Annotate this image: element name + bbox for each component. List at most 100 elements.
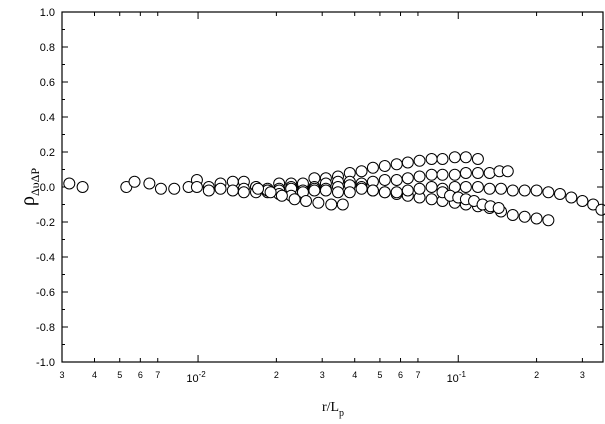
- data-point: [319, 184, 332, 197]
- data-point: [190, 181, 203, 193]
- data-point: [300, 195, 313, 207]
- data-point: [128, 175, 141, 188]
- data-point: [390, 186, 403, 199]
- data-point: [448, 151, 461, 164]
- data-point: [154, 182, 167, 195]
- y-tick-label: -0.6: [36, 287, 55, 299]
- x-minor-tick-label: 6: [398, 370, 403, 380]
- data-points-layer: [63, 151, 605, 227]
- data-point: [413, 182, 426, 195]
- data-point: [343, 186, 356, 199]
- y-tick-label: -0.4: [36, 252, 55, 264]
- data-point: [252, 182, 265, 195]
- data-point: [495, 182, 508, 195]
- x-major-tick-exponent: -1: [459, 370, 467, 379]
- data-point: [506, 209, 519, 221]
- data-point: [576, 195, 589, 207]
- data-point: [226, 184, 239, 197]
- x-minor-tick-label: 7: [415, 370, 420, 380]
- data-series-7: [436, 186, 505, 214]
- y-tick-label: 0.2: [40, 147, 55, 159]
- x-axis-title-main: r/L: [322, 400, 339, 415]
- data-point: [331, 186, 344, 199]
- y-tick-label: -0.2: [36, 217, 55, 229]
- data-point: [483, 167, 496, 179]
- data-point: [518, 210, 531, 223]
- y-axis-title-sub: ΔυΔP: [28, 168, 42, 196]
- data-point: [63, 177, 76, 190]
- data-point: [390, 174, 403, 186]
- data-point: [308, 184, 321, 197]
- data-series-5: [261, 181, 605, 216]
- data-point: [401, 172, 414, 185]
- data-point: [448, 168, 461, 181]
- data-point: [471, 181, 484, 193]
- data-point: [425, 153, 438, 165]
- plot-frame: [61, 11, 604, 363]
- y-tick-label: 0.0: [40, 182, 55, 194]
- y-tick-label: -0.8: [36, 322, 55, 334]
- data-point: [471, 153, 484, 165]
- data-point: [143, 177, 156, 190]
- data-series-6: [252, 182, 349, 211]
- x-minor-tick-label: 5: [117, 370, 122, 380]
- y-tick-label: 0.8: [40, 42, 55, 54]
- y-tick-label: 0.4: [40, 112, 55, 124]
- data-point: [336, 198, 349, 211]
- data-point: [459, 181, 472, 193]
- data-point: [459, 151, 472, 164]
- x-minor-tick-label: 4: [352, 370, 357, 380]
- data-point: [312, 196, 325, 209]
- x-major-tick-base: 10: [186, 373, 198, 385]
- data-point: [518, 184, 531, 197]
- data-point: [501, 165, 514, 178]
- data-point: [366, 161, 379, 174]
- data-point: [390, 158, 403, 171]
- data-point: [168, 182, 181, 195]
- x-major-tick-exponent: -2: [199, 370, 207, 379]
- data-point: [378, 186, 391, 199]
- x-minor-tick-label: 6: [138, 370, 143, 380]
- data-point: [471, 167, 484, 179]
- y-axis-title: ρΔυΔP: [17, 168, 42, 206]
- x-axis-title-sub: p: [339, 408, 344, 419]
- data-point: [355, 182, 368, 195]
- data-point: [378, 174, 391, 186]
- x-minor-tick-label: 4: [92, 370, 97, 380]
- data-point: [506, 184, 519, 197]
- data-point: [530, 212, 543, 225]
- data-series-1: [63, 175, 195, 195]
- data-point: [425, 168, 438, 181]
- x-minor-tick-label: 2: [534, 370, 539, 380]
- data-point: [483, 182, 496, 195]
- x-minor-tick-label: 2: [274, 370, 279, 380]
- data-point: [401, 156, 414, 169]
- y-tick-label: 0.6: [40, 77, 55, 89]
- x-major-tick-base: 10: [447, 373, 459, 385]
- data-point: [413, 154, 426, 167]
- data-point: [436, 153, 449, 165]
- data-point: [325, 198, 338, 211]
- data-point: [288, 193, 301, 206]
- x-minor-tick-label: 3: [59, 370, 64, 380]
- data-point: [425, 181, 438, 193]
- x-major-tick-label: 10-1: [447, 370, 467, 385]
- data-point: [202, 184, 215, 197]
- x-minor-tick-label: 3: [580, 370, 585, 380]
- data-point: [492, 202, 505, 214]
- data-point: [355, 165, 368, 178]
- data-point: [565, 191, 578, 204]
- axis-ticks-layer: 1.0 0.8 0.6 0.4 0.2 0.0 -0.2 -0.4 -0.6 -0.8 -1.0 10…: [36, 7, 603, 385]
- x-minor-tick-label: 7: [155, 370, 160, 380]
- svg-text:ρΔυΔP: ρΔυΔP: [17, 168, 42, 206]
- data-point: [436, 168, 449, 181]
- data-point: [401, 184, 414, 197]
- x-axis-title: r/Lp: [322, 400, 344, 419]
- data-point: [378, 160, 391, 172]
- data-point: [542, 186, 555, 199]
- data-point: [459, 167, 472, 179]
- data-point: [425, 193, 438, 206]
- y-tick-label: -1.0: [36, 357, 55, 369]
- data-point: [76, 181, 89, 193]
